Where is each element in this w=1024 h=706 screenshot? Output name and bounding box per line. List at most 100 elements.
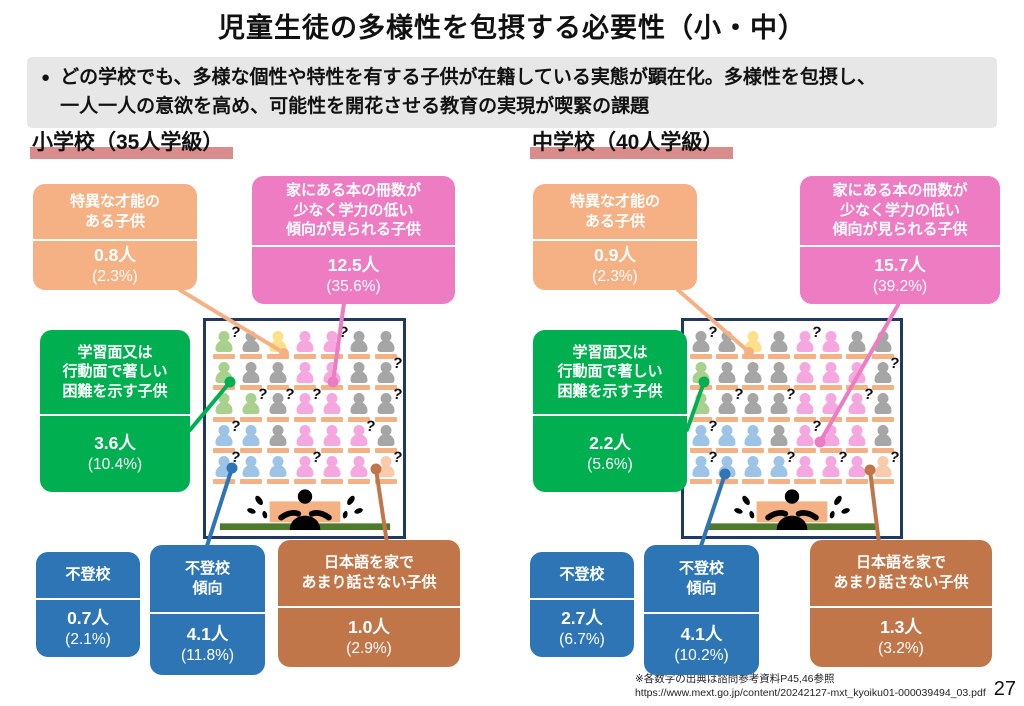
question-mark-icon: ? [391,354,404,373]
callout-exceptional-talent: 特異な才能の ある子供 0.9人 (2.3%) [533,184,697,290]
student-icon-other-student [264,361,291,392]
seat-grid: ???????????? [688,323,900,486]
callout-few-books: 家にある本の冊数が 少なく学力の低い 傾向が見られる子供 12.5人 (35.6… [252,176,455,304]
student-icon-other-student [237,330,264,361]
student-icon-learning-or-behavior-difficulty: ? [210,323,241,361]
student-icon-few-books-low-achievement [291,424,318,455]
futoko-tendency-count: 4.1人 [186,624,229,645]
classroom-junior-high: ???????????? [681,318,903,539]
section-header-junior-high: 中学校（40人学級） [530,126,734,159]
student-icon-few-books-low-achievement: ? [345,417,376,455]
question-mark-icon: ? [888,354,901,373]
student-icon-other-student: ? [372,386,403,423]
exclaim-drops-icon [246,495,363,519]
student-icon-few-books-low-achievement [818,361,844,392]
student-icon-few-books-low-achievement [345,455,372,486]
student-icon-few-books-low-achievement [318,424,345,455]
question-mark-icon: ? [391,448,404,467]
question-mark-icon: ? [391,385,404,404]
summary-text: どの学校でも、多様な個性や特性を有する子供が在籍している実態が顕在化。多様性を包… [60,67,876,117]
learning-percent: (10.4%) [87,456,143,474]
books-percent: (39.2%) [872,277,928,295]
student-icon-school-refusal [237,424,264,455]
talent-percent: (2.3%) [92,267,138,285]
student-icon-learning-or-behavior-difficulty [210,361,237,392]
student-icon-few-books-low-achievement [792,392,818,423]
japanese-count: 1.0人 [348,616,390,637]
teacher-icon [219,489,390,531]
seat-grid: ???????????? [210,323,403,486]
student-icon-few-books-low-achievement [291,361,318,392]
student-icon-few-books-low-achievement: ? [792,417,822,455]
classroom-elementary: ???????????? [203,318,406,539]
learning-percent: (5.6%) [587,456,633,474]
student-icon-few-books-low-achievement [318,455,345,486]
student-icon-other-student [766,424,792,455]
books-percent: (35.6%) [326,277,381,295]
student-icon-other-student [345,330,372,361]
student-icon-few-books-low-achievement [818,330,844,361]
student-icon-learning-or-behavior-difficulty [688,361,714,392]
talent-count: 0.9人 [594,244,636,265]
books-count: 12.5人 [327,254,380,275]
student-icon-few-books-low-achievement: ? [291,386,322,423]
student-icon-few-books-low-achievement [792,361,818,392]
section-underline [530,147,734,159]
student-icon-few-books-low-achievement [291,330,318,361]
student-icon-exceptional-talent [264,330,291,361]
futoko-tendency-percent: (10.2%) [674,646,729,664]
futoko-percent: (2.1%) [65,630,111,648]
student-icon-other-student [714,330,740,361]
student-icon-little-japanese-at-home: ? [870,448,900,486]
callout-school-refusal-tendency: 不登校 傾向 4.1人 (10.2%) [644,545,759,675]
footer-note: ※各数字の出典は諮問参考資料P45,46参照 [634,672,835,685]
futoko-tendency-percent: (11.8%) [180,646,235,664]
student-icon-few-books-low-achievement: ? [318,323,349,361]
student-icon-school-refusal [264,455,291,486]
student-icon-school-refusal [714,424,740,455]
japanese-percent: (2.9%) [346,639,392,657]
student-icon-other-student: ? [688,323,718,361]
exclaim-drops-icon [734,495,850,519]
student-icon-few-books-low-achievement: ? [818,448,848,486]
footer-url: https://www.mext.go.jp/content/20242127-… [634,687,986,700]
japanese-count: 1.3人 [880,616,922,637]
student-icon-other-student [844,330,870,361]
footer: ※各数字の出典は諮問参考資料P45,46参照 https://www.mext.… [635,672,1016,701]
student-icon-learning-or-behavior-difficulty: ? [237,386,268,423]
callout-few-books: 家にある本の冊数が 少なく学力の低い 傾向が見られる子供 15.7人 (39.2… [800,176,1000,304]
teacher-icon [706,489,878,531]
callout-japanese-at-home: 日本語を家で あまり話さない子供 1.0人 (2.9%) [278,540,460,667]
page-title: 児童生徒の多様性を包摂する必要性（小・中） [218,13,806,43]
student-icon-other-student [766,330,792,361]
student-icon-exceptional-talent [740,330,766,361]
student-icon-school-refusal: ? [766,448,796,486]
student-icon-school-refusal [740,455,766,486]
student-icon-other-student [740,361,766,392]
student-icon-school-refusal [237,455,264,486]
callout-school-refusal: 不登校 2.7人 (6.7%) [530,552,634,657]
student-icon-other-student [870,392,896,423]
books-count: 15.7人 [874,254,926,275]
futoko-count: 0.7人 [67,608,109,629]
student-icon-other-student [372,424,399,455]
student-icon-other-student: ? [766,386,796,423]
talent-percent: (2.3%) [592,267,638,285]
student-icon-other-student: ? [264,386,295,423]
callout-japanese-at-home: 日本語を家で あまり話さない子供 1.3人 (3.2%) [810,540,992,667]
student-icon-other-student [740,392,766,423]
bullet-icon: ● [41,69,51,86]
callout-learning-difficulty: 学習面又は 行動面で著しい 困難を示す子供 3.6人 (10.4%) [40,330,190,492]
futoko-tendency-count: 4.1人 [680,624,723,645]
student-icon-other-student [345,361,372,392]
student-icon-few-books-low-achievement: ? [844,386,874,423]
section-header-elementary: 小学校（35人学級） [30,126,234,159]
talent-count: 0.8人 [94,244,136,265]
student-icon-other-student [264,424,291,455]
student-icon-few-books-low-achievement [792,455,818,486]
student-icon-other-student: ? [372,355,403,392]
student-icon-school-refusal: ? [688,448,718,486]
student-icon-few-books-low-achievement: ? [291,448,322,486]
student-icon-other-student [766,361,792,392]
